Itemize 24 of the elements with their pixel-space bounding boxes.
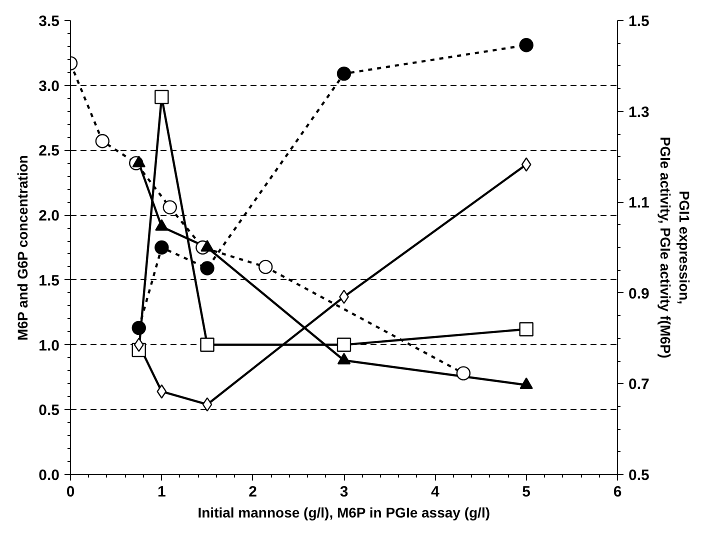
y-tick-label: 2.0	[38, 208, 60, 225]
y2-tick-label: 0.9	[628, 285, 650, 302]
y-tick-label: 3.0	[38, 78, 60, 95]
x-tick-label: 4	[430, 484, 440, 500]
x-tick-label: 3	[340, 484, 348, 500]
y-tick-label: 1.0	[38, 337, 60, 354]
x-tick-label: 5	[522, 484, 531, 500]
y-tick-label: 0.0	[38, 467, 60, 484]
y2-tick-label: 1.3	[628, 104, 650, 121]
x-tick-label: 0	[66, 484, 75, 500]
x-tick-label: 2	[248, 484, 258, 500]
x-axis-title: Initial mannose (g/l), M6P in PGIe assay (g/l)	[198, 504, 490, 520]
x-tick-label: 1	[157, 484, 166, 500]
y2-tick-label: 0.7	[628, 376, 650, 394]
y2-tick-label: 0.5	[628, 467, 650, 484]
y-axis-title: M6P and G6P concentration	[14, 155, 31, 340]
y-tick-label: 2.5	[38, 142, 60, 160]
y-tick-label: 3.5	[38, 13, 60, 30]
y2-tick-label: 1.1	[628, 194, 650, 212]
x-tick-label: 6	[613, 484, 622, 500]
y-tick-label: 0.5	[38, 402, 60, 420]
y2-axis-title: PGI1 expression, PGIe activity, PGIe activity f(M6P)	[657, 136, 693, 358]
y-tick-label: 1.5	[38, 272, 60, 290]
y2-tick-label: 1.5	[628, 13, 650, 30]
